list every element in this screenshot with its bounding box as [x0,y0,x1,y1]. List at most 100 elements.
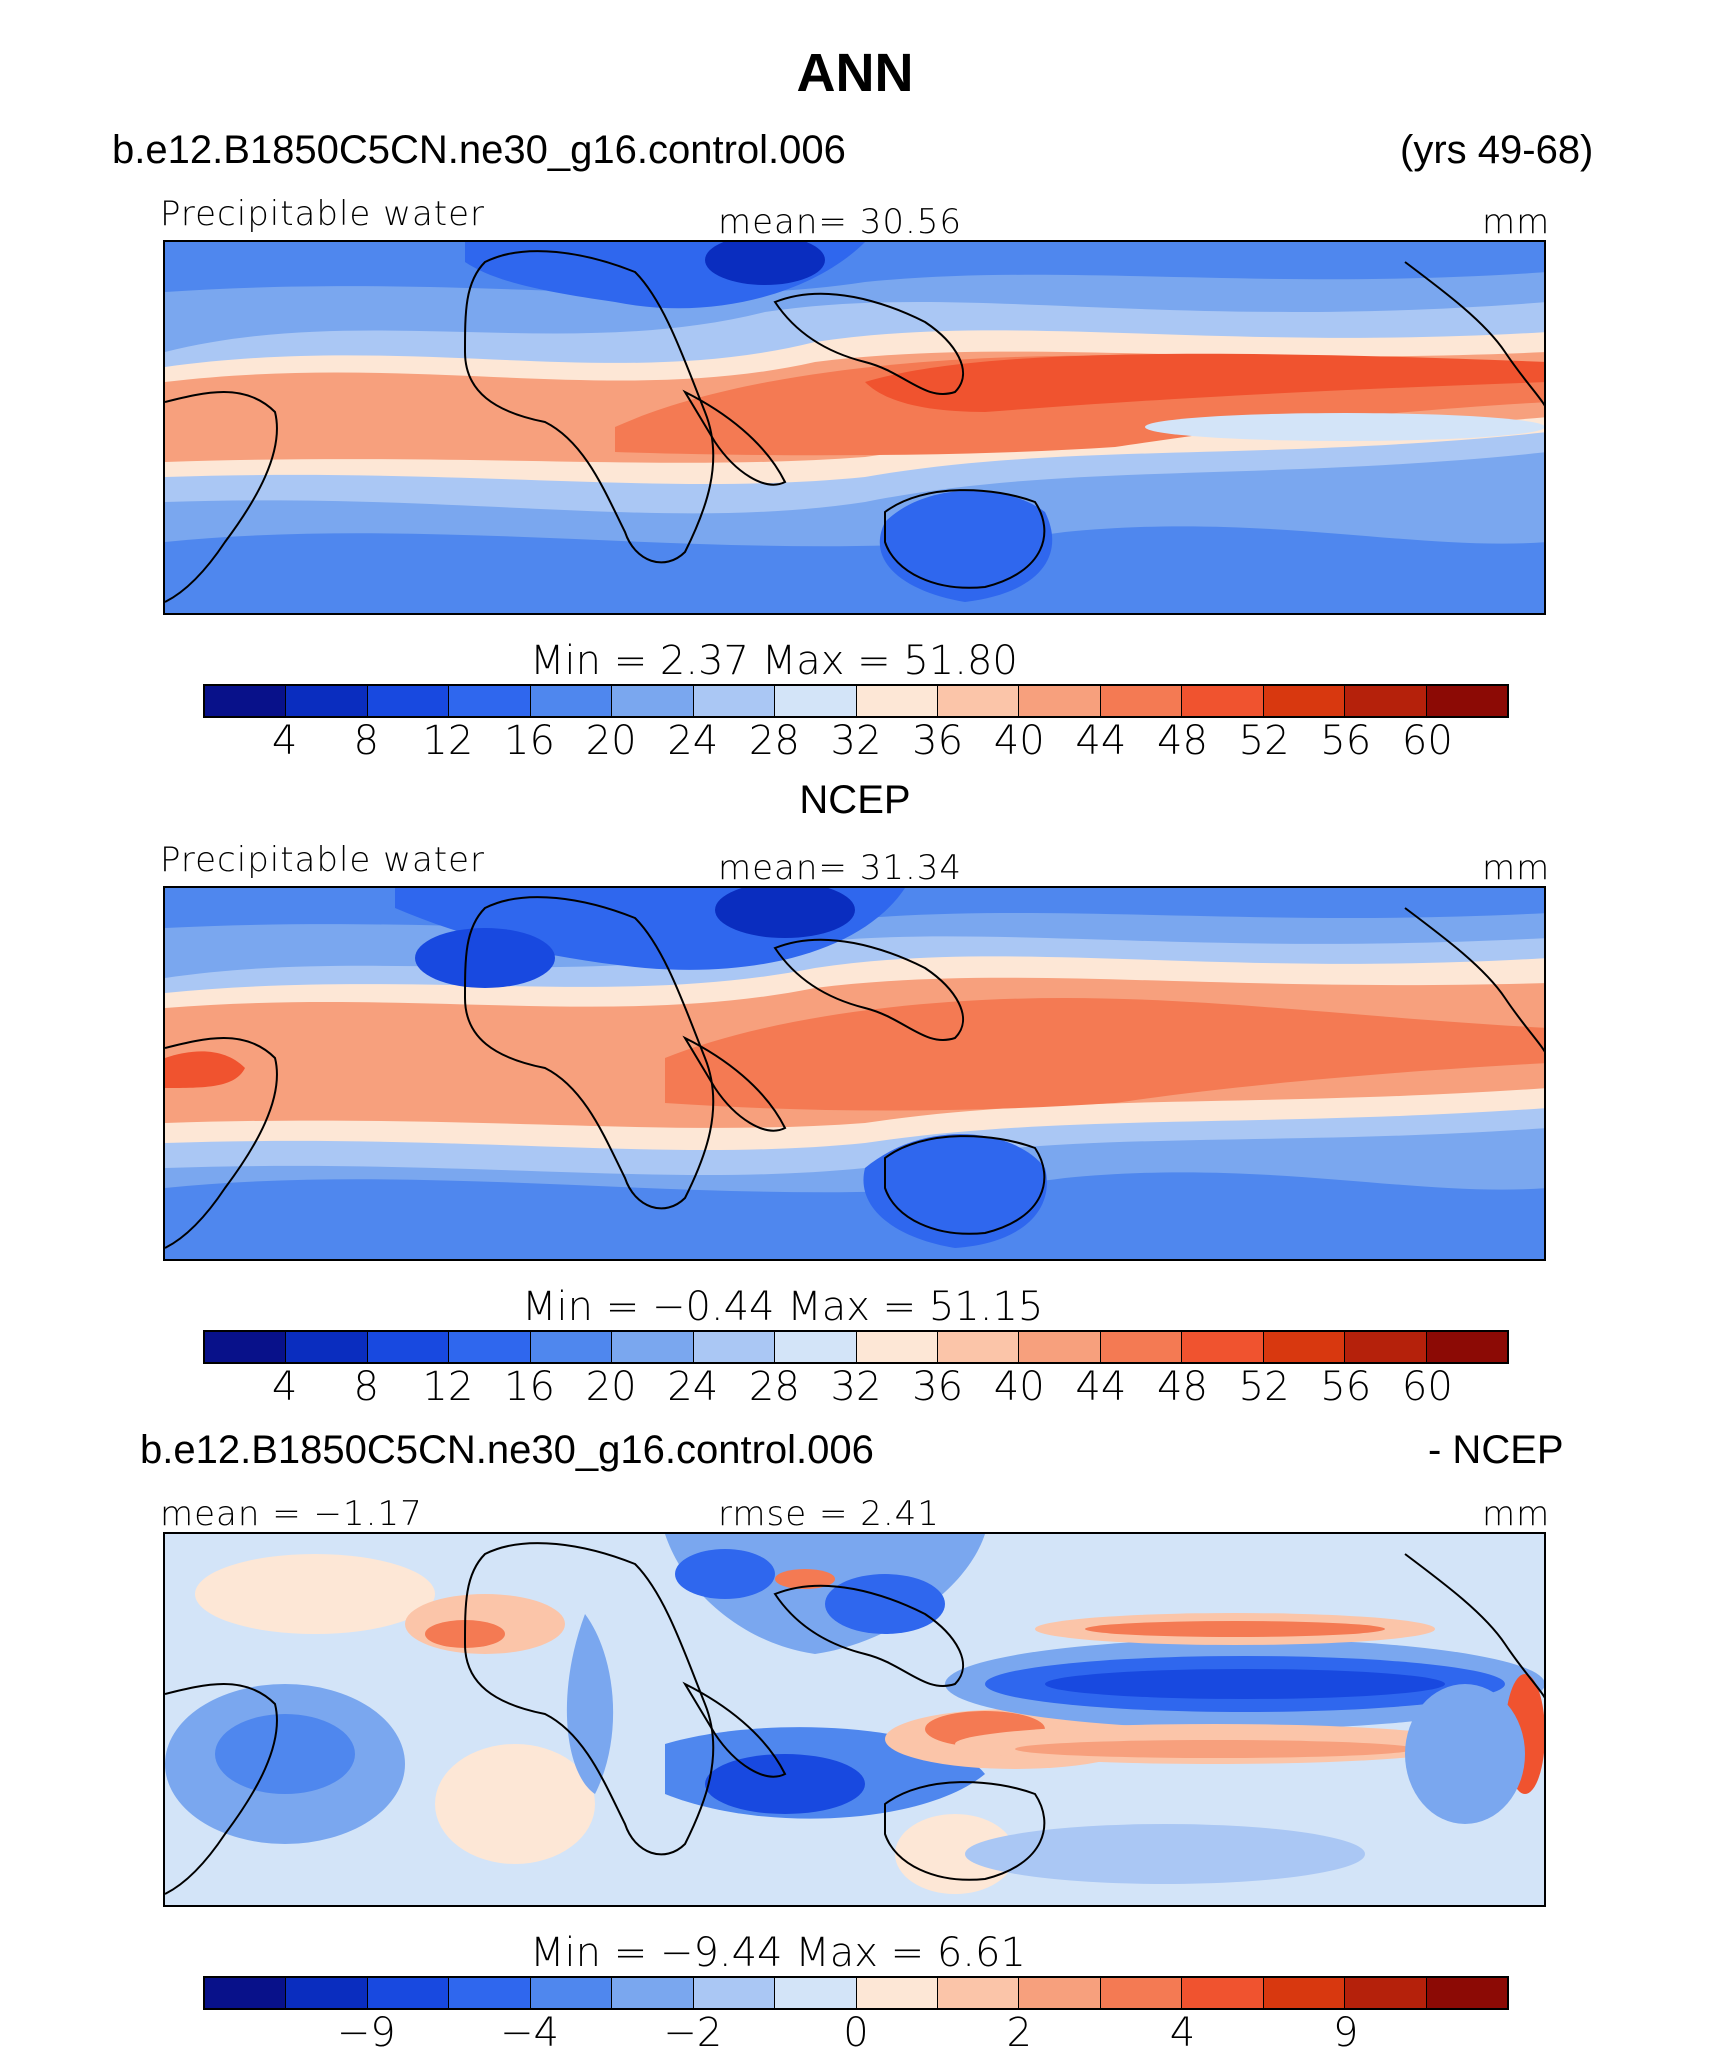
colorbar-swatch [612,1332,694,1362]
colorbar-swatch [775,1332,857,1362]
colorbar-tick-label: −2 [663,2010,723,2056]
colorbar-tick-label: 56 [1320,1364,1372,1410]
colorbar-tick-label: 52 [1238,718,1290,764]
panel2-minmax: Min = −0.44 Max = 51.15 [522,1284,1044,1330]
colorbar-tick-label: 28 [748,1364,800,1410]
colorbar-tick-label: 36 [912,1364,964,1410]
colorbar-swatch [856,1332,938,1362]
colorbar-tick-label: 9 [1333,2010,1359,2056]
colorbar-tick-label: 52 [1238,1364,1290,1410]
colorbar-tick-label: 32 [830,1364,882,1410]
colorbar-swatch [367,1332,450,1362]
colorbar-tick-label: 4 [1169,2010,1196,2056]
colorbar-tick-label: 40 [993,1364,1045,1410]
colorbar-tick-label: 4 [271,718,298,764]
figure-title: ANN [796,43,914,103]
colorbar-swatch [1345,1978,1427,2008]
colorbar-swatch [449,686,531,716]
panel1-map-model [163,240,1546,615]
colorbar-swatch [1100,1332,1183,1362]
colorbar-swatch [1263,1978,1346,2008]
colorbar-swatch [367,1978,450,2008]
panel3-units: mm [1482,1494,1551,1534]
panel2-title: NCEP [799,778,911,822]
colorbar-tick-label: 36 [912,718,964,764]
panel3-colorbar [203,1976,1509,2010]
colorbar-swatch [1182,1978,1264,2008]
colorbar-swatch [1100,686,1183,716]
colorbar-tick-label: 44 [1075,1364,1127,1410]
colorbar-tick-label: 16 [504,718,555,764]
colorbar-swatch [205,1332,287,1362]
colorbar-tick-label: 20 [585,718,637,764]
colorbar-swatch [1100,1978,1183,2008]
panel3-rmse: rmse = 2.41 [718,1494,940,1534]
colorbar-swatch [286,1332,368,1362]
colorbar-tick-label: 8 [353,1364,379,1410]
panel3-colorbar-ticks: −9 −4 −2 0 2 4 9 [203,2010,1509,2056]
colorbar-swatch [205,1978,287,2008]
colorbar-tick-label: 24 [667,718,719,764]
colorbar-swatch [937,1978,1020,2008]
panel2-colorbar-ticks: 4 8 12 16 20 24 28 32 36 40 44 48 52 56 … [203,1364,1509,1410]
colorbar-swatch [612,1978,694,2008]
colorbar-tick-label: 48 [1157,1364,1208,1410]
panel1-colorbar-ticks: 4 8 12 16 20 24 28 32 36 40 44 48 52 56 … [203,718,1509,764]
colorbar-swatch [449,1978,531,2008]
panel1-mean: mean= 30.56 [718,202,963,242]
colorbar-tick-label: 20 [585,1364,637,1410]
colorbar-tick-label: 28 [748,718,800,764]
colorbar-swatch [449,1332,531,1362]
colorbar-tick-label: 48 [1157,718,1208,764]
colorbar-swatch [856,686,938,716]
panel3-diff-label: - NCEP [1428,1428,1564,1472]
colorbar-swatch [693,1978,776,2008]
colorbar-swatch [530,1332,613,1362]
colorbar-swatch [530,686,613,716]
colorbar-tick-label: 44 [1075,718,1127,764]
panel3-mean: mean = −1.17 [160,1494,423,1534]
panel1-years: (yrs 49-68) [1400,128,1594,172]
colorbar-tick-label: 40 [993,718,1045,764]
colorbar-swatch [1426,1332,1507,1362]
colorbar-swatch [205,686,287,716]
panel3-map-difference [163,1532,1546,1907]
colorbar-tick-label: 12 [422,1364,474,1410]
colorbar-swatch [1019,686,1101,716]
colorbar-swatch [1182,1332,1264,1362]
colorbar-swatch [1263,1332,1346,1362]
panel2-colorbar [203,1330,1509,1364]
panel3-minmax: Min = −9.44 Max = 6.61 [530,1930,1026,1976]
colorbar-swatch [856,1978,938,2008]
colorbar-swatch [1345,686,1427,716]
panel2-units: mm [1482,848,1551,888]
colorbar-swatch [775,686,857,716]
panel3-case-name: b.e12.B1850C5CN.ne30_g16.control.006 [140,1428,874,1472]
panel1-colorbar [203,684,1509,718]
colorbar-swatch [1019,1332,1101,1362]
panel2-map-ncep [163,886,1546,1261]
panel1-variable-label: Precipitable water [160,194,486,234]
colorbar-tick-label: 60 [1401,1364,1453,1410]
colorbar-tick-label: 16 [504,1364,555,1410]
colorbar-swatch [693,1332,776,1362]
colorbar-tick-label: 56 [1320,718,1372,764]
colorbar-swatch [775,1978,857,2008]
colorbar-swatch [1345,1332,1427,1362]
colorbar-swatch [286,1978,368,2008]
panel2-mean: mean= 31.34 [718,848,963,888]
panel1-units: mm [1482,202,1551,242]
colorbar-tick-label: 60 [1401,718,1453,764]
colorbar-swatch [530,1978,613,2008]
colorbar-swatch [286,686,368,716]
colorbar-swatch [1182,686,1264,716]
colorbar-swatch [1019,1978,1101,2008]
colorbar-tick-label: 4 [271,1364,298,1410]
colorbar-tick-label: 32 [830,718,882,764]
colorbar-tick-label: 12 [422,718,474,764]
colorbar-tick-label: 24 [667,1364,719,1410]
colorbar-tick-label: 0 [843,2010,869,2056]
colorbar-swatch [367,686,450,716]
colorbar-swatch [937,686,1020,716]
panel1-case-name: b.e12.B1850C5CN.ne30_g16.control.006 [112,128,846,172]
